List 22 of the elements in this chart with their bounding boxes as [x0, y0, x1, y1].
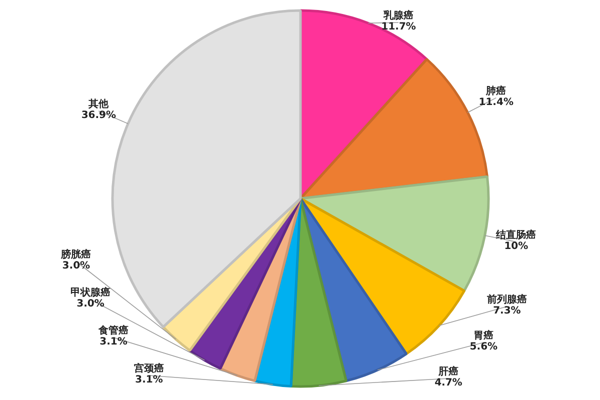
slice-label: 肝癌 [437, 366, 458, 378]
slice-label: 甲状腺癌 [70, 286, 111, 298]
data-label: 10% [504, 240, 528, 252]
data-label: 7.3% [493, 306, 521, 316]
data-label: 3.1% [100, 336, 128, 348]
data-label: 36.9% [81, 110, 116, 121]
slice-label: 宫颈癌 [134, 362, 164, 374]
slice-label: 其他 [88, 98, 110, 110]
slice-label: 结直肠癌 [495, 228, 536, 241]
data-label: 3.1% [135, 374, 163, 386]
slice-label: 膀胱癌 [60, 248, 92, 260]
slice-label: 前列腺癌 [486, 294, 527, 306]
slice-label: 乳腺癌 [382, 10, 414, 22]
data-label: 3.0% [62, 260, 90, 272]
data-label: 5.6% [470, 342, 498, 352]
slice-label: 胃癌 [474, 330, 494, 342]
data-label: 11.4% [478, 96, 514, 108]
data-label: 3.0% [76, 298, 104, 310]
data-label: 11.7% [381, 22, 416, 32]
slice-label: 食管癌 [98, 324, 129, 336]
slice-label: 肺癌 [485, 84, 506, 97]
data-label: 4.7% [434, 378, 462, 388]
